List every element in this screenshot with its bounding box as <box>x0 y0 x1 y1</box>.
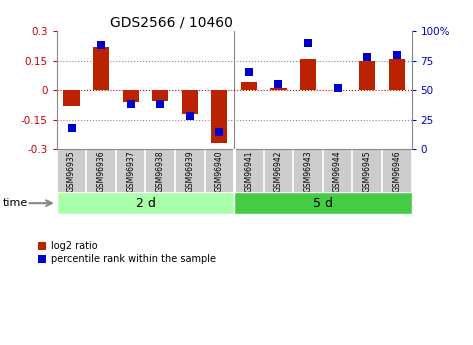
Text: GSM96941: GSM96941 <box>245 150 254 191</box>
Text: 5 d: 5 d <box>313 197 333 210</box>
Text: GSM96943: GSM96943 <box>304 150 313 192</box>
Legend: log2 ratio, percentile rank within the sample: log2 ratio, percentile rank within the s… <box>38 241 216 264</box>
Bar <box>211 90 228 144</box>
Point <box>216 129 223 134</box>
Point <box>186 114 193 119</box>
Text: GSM96942: GSM96942 <box>274 150 283 191</box>
Point <box>157 102 164 107</box>
Text: 2 d: 2 d <box>135 197 156 210</box>
Point <box>97 42 105 48</box>
Text: GSM96939: GSM96939 <box>185 150 194 192</box>
Point <box>393 52 401 58</box>
Text: GSM96945: GSM96945 <box>363 150 372 192</box>
Point <box>127 102 134 107</box>
Bar <box>271 88 287 90</box>
Bar <box>241 82 257 90</box>
Bar <box>300 59 316 90</box>
Text: GSM96937: GSM96937 <box>126 150 135 192</box>
Point <box>245 70 253 75</box>
Bar <box>93 47 109 90</box>
Bar <box>63 90 79 106</box>
Text: GSM96935: GSM96935 <box>67 150 76 192</box>
Point <box>304 40 312 46</box>
Point <box>334 85 342 91</box>
Bar <box>234 193 412 214</box>
Text: GSM96936: GSM96936 <box>96 150 105 192</box>
Point <box>275 81 282 87</box>
Bar <box>389 59 405 90</box>
Text: GSM96940: GSM96940 <box>215 150 224 192</box>
Point <box>68 125 75 131</box>
Text: GSM96946: GSM96946 <box>392 150 401 192</box>
Bar <box>182 90 198 114</box>
Bar <box>123 90 139 102</box>
Bar <box>57 193 234 214</box>
Bar <box>359 61 375 90</box>
Text: GDS2566 / 10460: GDS2566 / 10460 <box>110 16 233 30</box>
Text: GSM96938: GSM96938 <box>156 150 165 191</box>
Point <box>363 54 371 60</box>
Bar <box>152 90 168 101</box>
Text: time: time <box>2 198 27 208</box>
Text: GSM96944: GSM96944 <box>333 150 342 192</box>
